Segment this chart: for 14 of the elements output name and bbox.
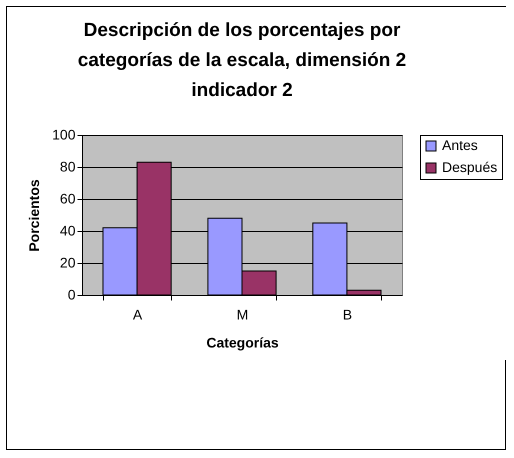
x-tick-label: A <box>132 306 143 322</box>
y-tick-label: 100 <box>52 126 76 142</box>
y-axis-title: Porcientos <box>26 179 42 252</box>
y-tick-label: 40 <box>60 222 76 238</box>
x-tick-label: M <box>236 306 248 322</box>
y-tick-label: 0 <box>68 286 76 302</box>
y-tick-label: 80 <box>60 158 76 174</box>
legend-label: Antes <box>442 137 478 153</box>
legend-label: Después <box>442 159 498 175</box>
x-tick-label: B <box>342 306 352 322</box>
y-tick-label: 60 <box>60 190 76 206</box>
x-axis-title: Categorías <box>206 334 279 350</box>
y-tick-label: 20 <box>60 254 76 270</box>
chart-title: Descripción de los porcentajes por categorías de la escala, dimensión 2 indicador 2 <box>78 20 406 101</box>
